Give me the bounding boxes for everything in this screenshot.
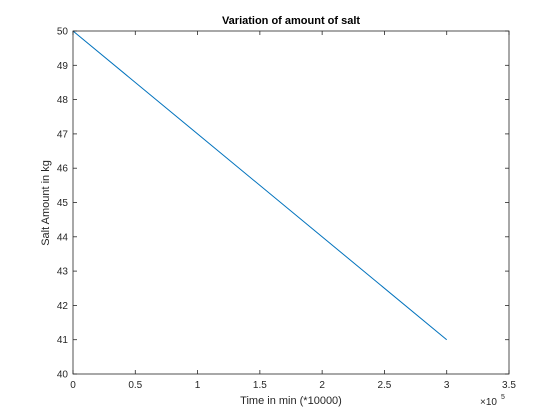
chart-title: Variation of amount of salt: [222, 15, 360, 27]
x-tick-labels: 0 0.5 1 1.5 2 2.5 3 3.5: [70, 380, 516, 391]
y-tick-label: 48: [57, 95, 69, 106]
y-tick-labels: 40 41 42 43 44 45 46 47 48 49 50: [57, 27, 69, 381]
x-tick-label: 1.5: [253, 380, 267, 391]
x-tick-label: 0: [70, 380, 76, 391]
x-tick-label: 2: [319, 380, 325, 391]
y-tick-label: 50: [57, 27, 69, 38]
y-tick-label: 40: [57, 370, 69, 381]
x-tick-label: 3: [444, 380, 450, 391]
x-tick-label: 1: [195, 380, 201, 391]
series-layer: [72, 30, 448, 341]
y-tick-label: 41: [57, 335, 69, 346]
y-tick-label: 44: [57, 232, 69, 243]
y-tick-label: 45: [57, 198, 69, 209]
x-tick-label: 3.5: [502, 380, 516, 391]
series-line: [72, 30, 448, 341]
x-axis-label: Time in min (*10000): [240, 395, 342, 407]
y-tick-label: 42: [57, 301, 69, 312]
axes-box: [72, 30, 510, 375]
y-axis-label: Salt Amount in kg: [40, 160, 52, 246]
y-tick-label: 43: [57, 267, 69, 278]
x-axis-multiplier: ×10: [480, 397, 497, 408]
plot-area: [73, 31, 509, 374]
x-tick-label: 2.5: [377, 380, 391, 391]
x-tick-label: 0.5: [128, 380, 142, 391]
y-tick-label: 49: [57, 61, 69, 72]
x-axis-multiplier-exponent: 5: [501, 394, 505, 401]
y-tick-label: 47: [57, 129, 69, 140]
y-tick-label: 46: [57, 164, 69, 175]
